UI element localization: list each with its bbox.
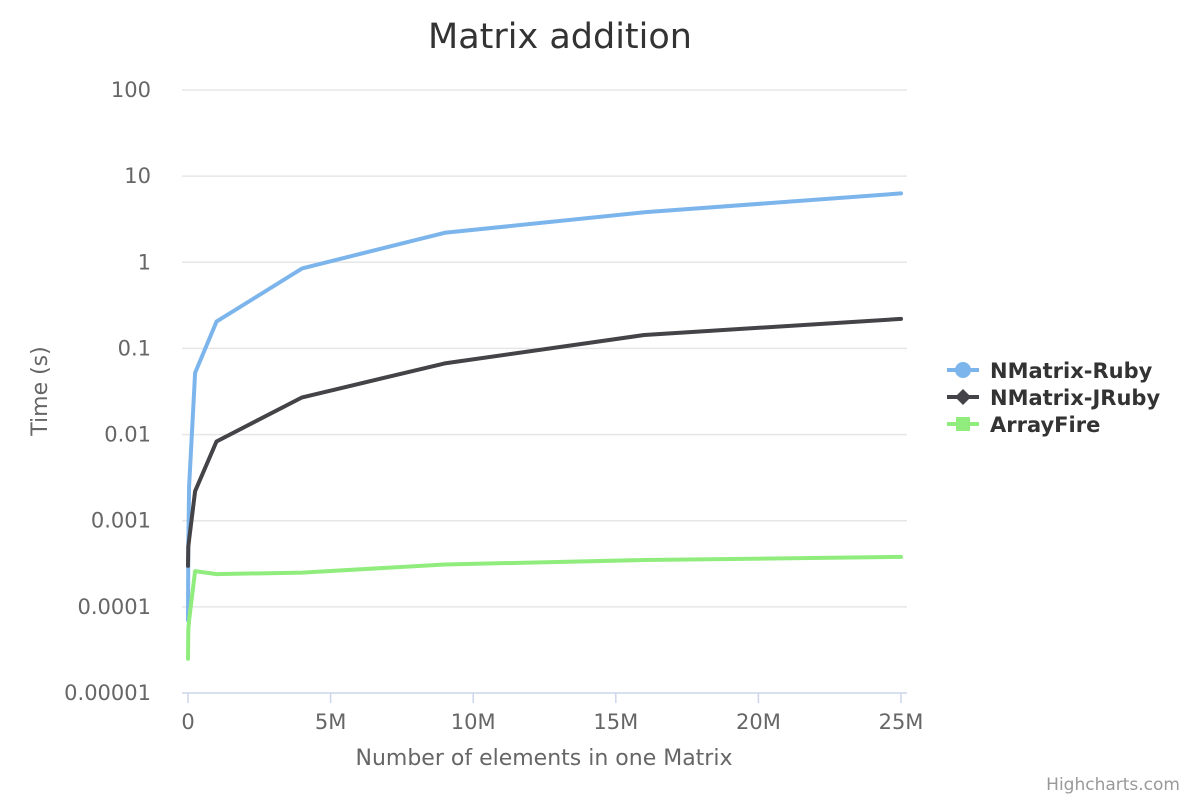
series-group	[186, 191, 903, 661]
legend-label: NMatrix-Ruby	[990, 359, 1153, 383]
x-tick-label: 25M	[879, 710, 924, 734]
legend-item-2[interactable]: ArrayFire	[947, 413, 1100, 437]
y-tick-label: 100	[111, 78, 151, 102]
y-tick-label: 1	[138, 250, 151, 274]
y-tick-label: 0.1	[118, 336, 151, 360]
y-tick-label: 0.00001	[64, 681, 151, 705]
x-tick-label: 0	[181, 710, 194, 734]
y-tick-label: 0.01	[104, 423, 151, 447]
y-axis: 0.00001 0.0001 0.001 0.01 0.1 1 10 100	[64, 78, 151, 705]
legend-label: NMatrix-JRuby	[990, 386, 1160, 410]
x-tick-label: 10M	[451, 710, 496, 734]
y-tick-label: 0.0001	[78, 595, 151, 619]
legend-square-icon	[956, 417, 970, 431]
x-tick-label: 15M	[593, 710, 638, 734]
y-tick-label: 0.001	[91, 509, 151, 533]
legend-diamond-icon	[955, 389, 971, 405]
x-tick-label: 5M	[315, 710, 346, 734]
series-line-2[interactable]	[186, 554, 903, 661]
credits[interactable]: Highcharts.com	[1046, 775, 1180, 795]
y-tick-label: 10	[124, 164, 151, 188]
x-tick-label: 20M	[736, 710, 781, 734]
gridlines	[182, 89, 907, 608]
legend: NMatrix-Ruby NMatrix-JRuby ArrayFire	[947, 359, 1160, 437]
chart-title: Matrix addition	[428, 17, 692, 57]
legend-label: ArrayFire	[990, 413, 1100, 437]
legend-circle-icon	[955, 362, 971, 378]
legend-item-0[interactable]: NMatrix-Ruby	[947, 359, 1153, 383]
y-axis-title: Time (s)	[28, 346, 53, 436]
legend-item-1[interactable]: NMatrix-JRuby	[947, 386, 1160, 410]
x-axis-title: Number of elements in one Matrix	[356, 746, 733, 771]
series-line-1[interactable]	[186, 316, 903, 568]
x-axis: 0 5M 10M 15M 20M 25M	[181, 693, 923, 734]
series-line-0[interactable]	[186, 191, 903, 623]
